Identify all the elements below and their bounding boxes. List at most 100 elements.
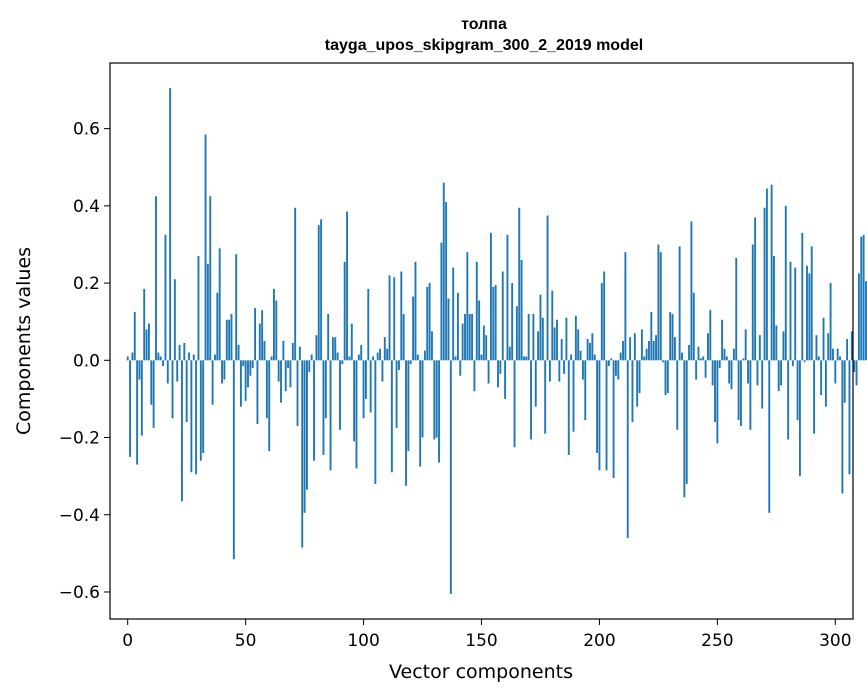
bar-69 [289,360,292,388]
bar-192 [579,350,582,361]
bar-159 [501,271,504,361]
bar-198 [593,354,596,361]
bar-289 [808,273,811,361]
bar-286 [801,232,804,361]
bar-4 [136,360,139,465]
bar-31 [199,360,202,461]
bar-270 [763,207,766,361]
bar-131 [435,360,438,438]
bar-141 [459,360,462,376]
bar-189 [572,360,575,432]
bar-215 [633,333,636,361]
bar-145 [468,313,471,361]
bar-39 [218,248,221,361]
bar-119 [407,360,410,452]
bar-233 [676,360,679,430]
bar-272 [768,360,771,513]
bar-47 [237,344,240,361]
bar-243 [699,358,702,361]
bar-195 [586,339,589,361]
bar-180 [551,290,554,361]
bar-45 [232,360,235,560]
bar-149 [478,300,481,361]
bar-200 [598,360,601,471]
bar-40 [221,360,223,384]
bar-16 [164,234,167,361]
bar-313 [865,281,867,361]
bar-108 [381,360,384,382]
bar-202 [603,271,606,361]
bar-101 [364,360,367,399]
bar-112 [390,360,393,473]
bar-222 [650,312,653,361]
bar-71 [294,207,297,361]
bar-72 [296,360,299,426]
bar-299 [832,348,834,361]
bar-271 [765,188,768,361]
x-axis-ticks: 0 50 100 150 200 250 300 [122,619,852,651]
bar-50 [244,360,247,401]
bar-301 [836,348,839,361]
bar-43 [228,319,231,361]
bar-36 [211,360,214,405]
bar-173 [534,360,537,407]
bar-29 [195,360,198,475]
x-tick-label: 0 [122,631,133,651]
bar-52 [249,360,252,376]
bar-245 [704,360,707,378]
bar-183 [558,360,561,382]
bar-128 [428,283,431,361]
bar-165 [515,306,518,361]
bar-49 [242,360,245,367]
bar-161 [506,234,509,361]
bar-247 [709,310,712,361]
bar-0 [126,356,129,361]
bar-305 [846,339,849,361]
bar-230 [669,312,672,361]
bar-167 [520,259,523,361]
bar-103 [369,360,372,413]
bar-201 [600,283,603,361]
bar-6 [140,360,143,436]
bar-130 [433,360,436,440]
bar-294 [820,360,823,396]
bar-217 [638,360,641,394]
bar-191 [577,329,580,361]
bar-65 [280,360,282,403]
bar-102 [367,288,370,361]
bar-211 [624,252,627,361]
x-tick-label: 200 [583,631,615,651]
x-axis-label: Vector components [389,661,573,683]
bar-255 [728,360,731,384]
bar-224 [655,335,657,361]
bar-285 [798,360,801,477]
bar-135 [445,202,448,361]
bar-291 [813,360,816,434]
bar-162 [508,346,511,361]
bar-181 [553,327,556,361]
bar-226 [659,252,662,361]
bar-199 [596,360,599,453]
bar-282 [791,360,794,367]
bar-55 [256,360,259,425]
bar-213 [629,337,632,361]
bar-109 [383,337,386,361]
bar-232 [673,337,676,361]
chart-subtitle: tayga_upos_skipgram_300_2_2019 model [325,37,643,54]
bar-279 [784,205,787,361]
bar-300 [834,360,837,384]
bar-34 [206,263,209,361]
bar-146 [471,313,474,361]
bar-209 [619,352,622,361]
bar-104 [372,356,374,361]
bar-114 [395,360,398,428]
bar-174 [537,331,540,361]
bar-2 [131,352,134,361]
bar-87 [331,337,334,361]
bar-302 [839,356,841,361]
bar-231 [671,313,674,361]
bar-188 [570,354,573,361]
bar-254 [725,356,728,361]
bar-79 [313,360,315,461]
bar-193 [581,360,584,380]
